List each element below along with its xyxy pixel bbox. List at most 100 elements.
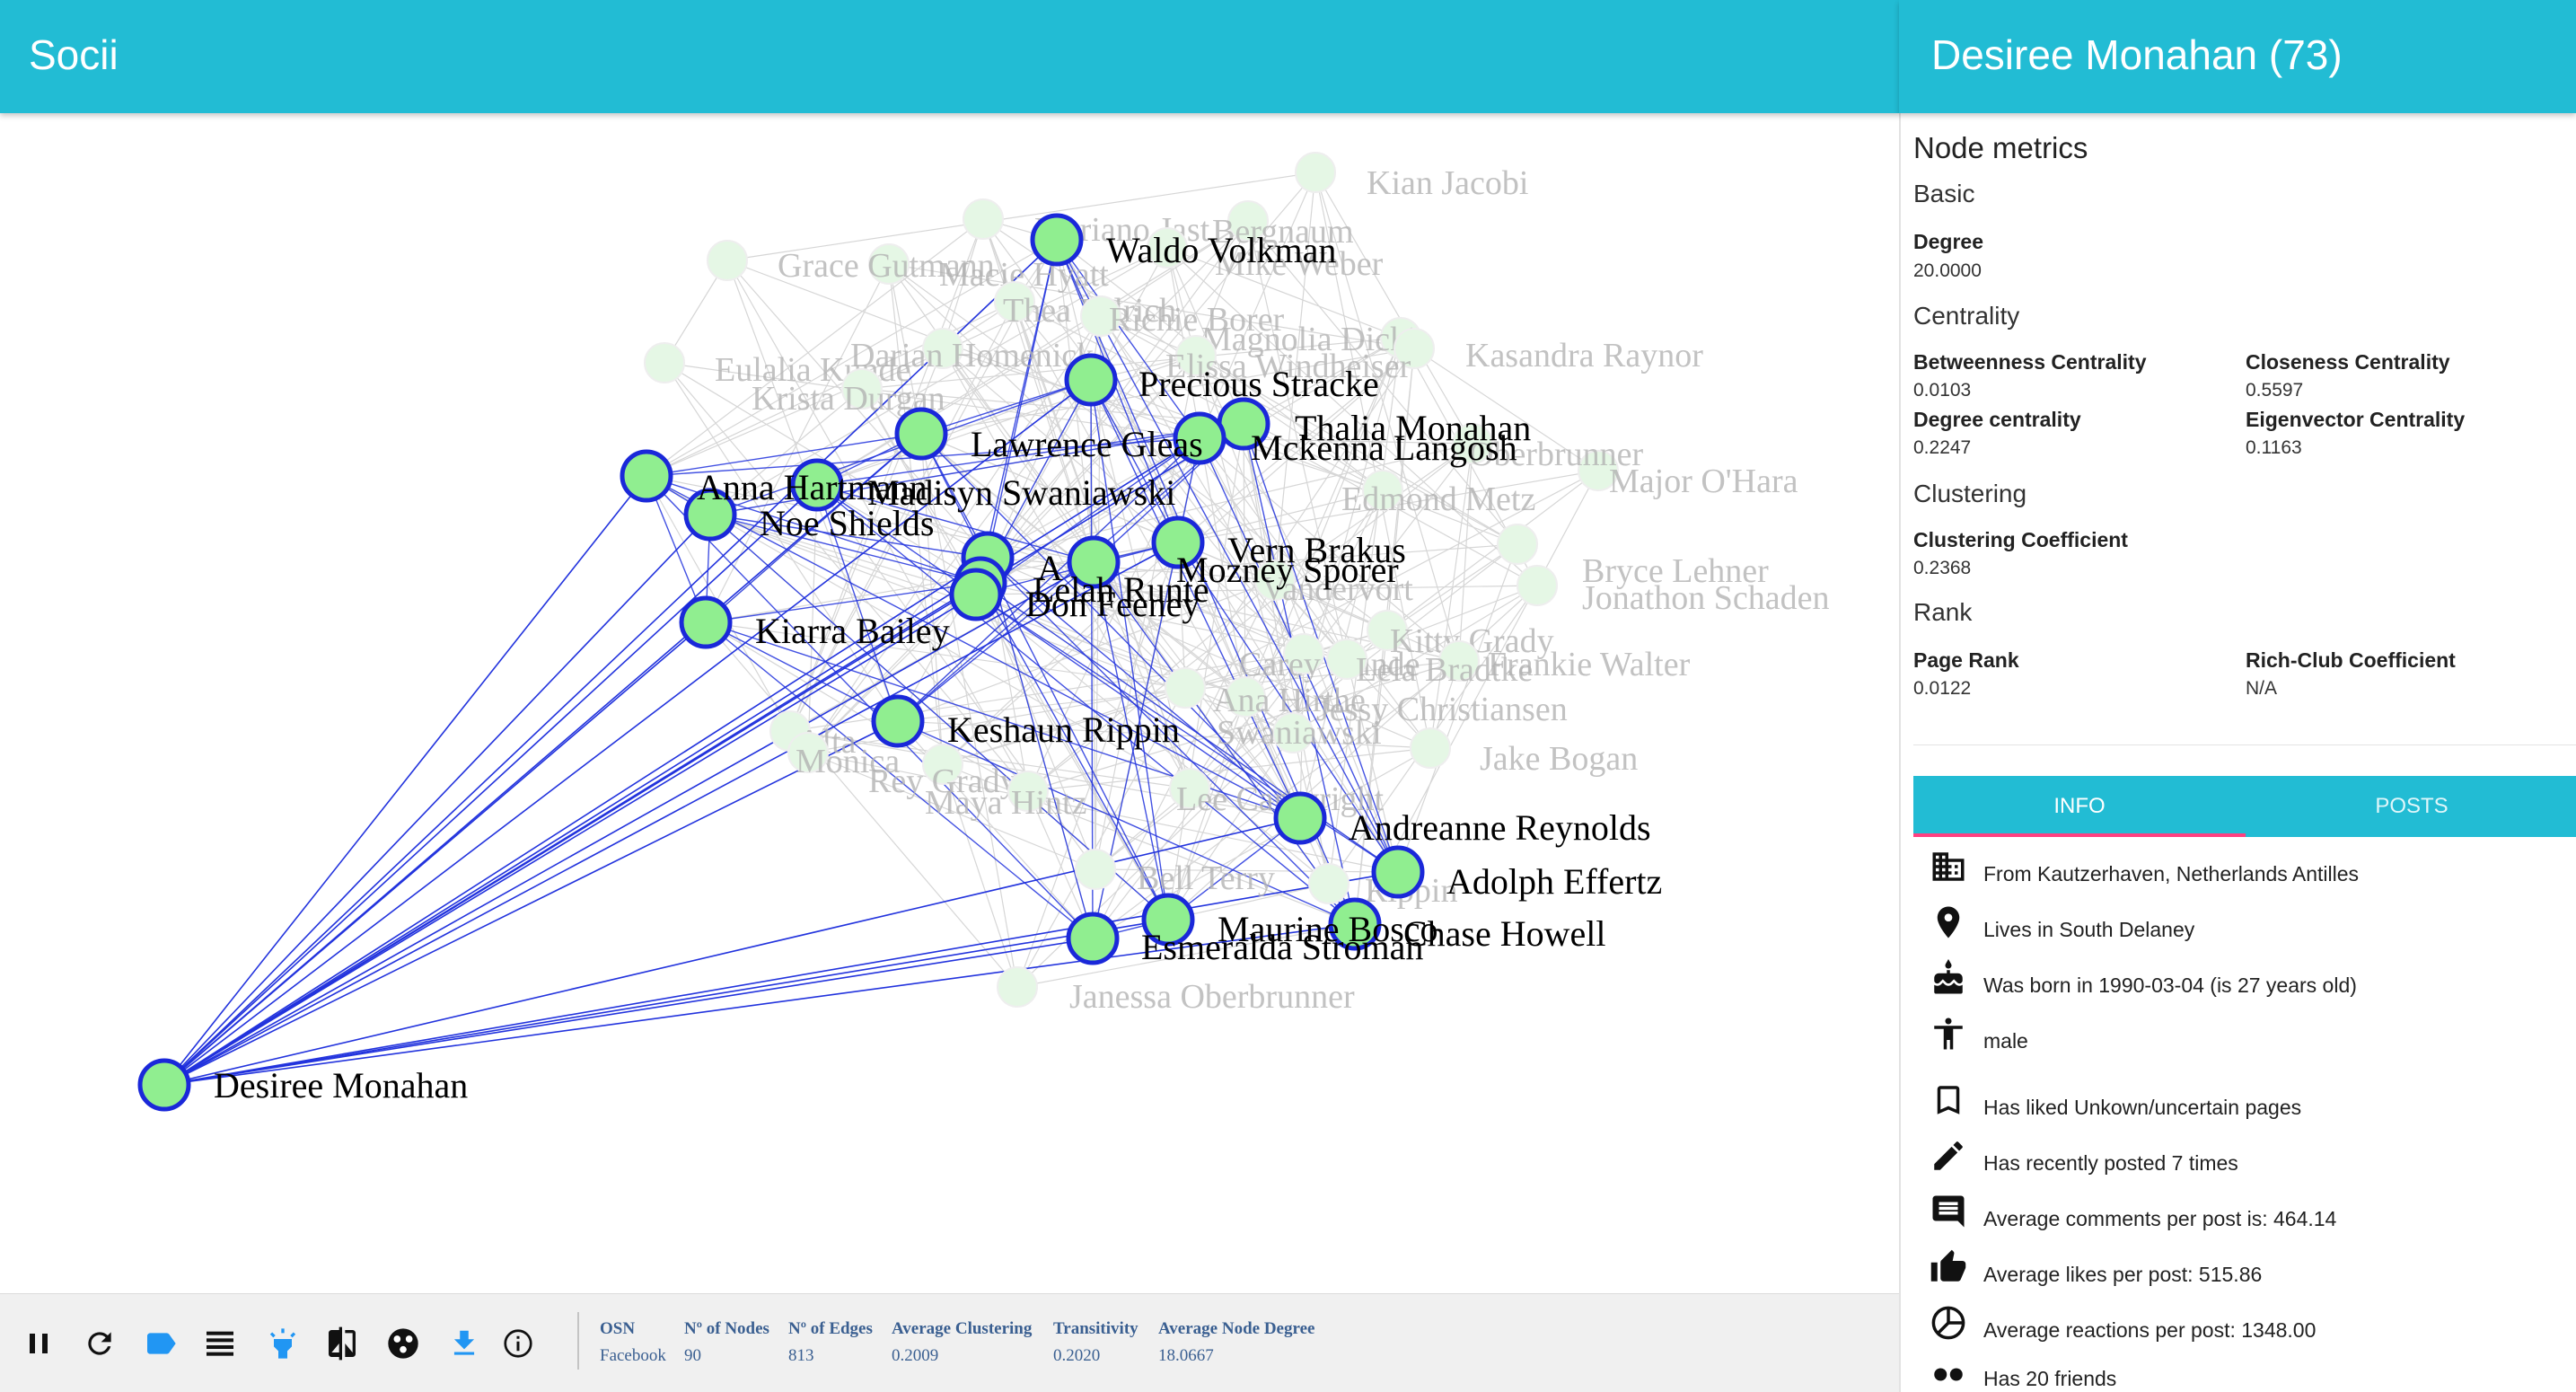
faded-node-mike-weber[interactable] — [1147, 227, 1188, 269]
faded-node-bryce-lehner[interactable] — [1497, 524, 1538, 565]
faded-node-label: Bergnaum — [1212, 213, 1354, 251]
node-mckenna-langosh[interactable] — [1173, 411, 1226, 465]
list-button[interactable] — [196, 1319, 244, 1368]
faded-node-rey-grady[interactable] — [922, 744, 963, 785]
pause-button[interactable] — [14, 1319, 63, 1368]
background-edge — [1090, 220, 1249, 381]
stat-nodes: Nº of Nodes 90 — [684, 1319, 769, 1365]
node-lawrence-gleas[interactable] — [894, 407, 948, 461]
download-button[interactable] — [440, 1319, 488, 1368]
faded-node-frankie-walter[interactable] — [1438, 640, 1480, 682]
labels-toggle-button[interactable] — [136, 1319, 185, 1368]
node-madisyn-swaniawski[interactable] — [790, 458, 844, 512]
faded-node-vandervort[interactable] — [1254, 559, 1296, 601]
faded-node-carey-kunde[interactable] — [1283, 633, 1324, 674]
neighbor-edge — [987, 557, 1094, 939]
faded-node-label: Darian Homenick — [850, 337, 1094, 374]
faded-node-janessa-oberbrunner[interactable] — [997, 966, 1038, 1008]
faded-node-kian-jacobi[interactable] — [1295, 152, 1336, 193]
node-adolph-effertz[interactable] — [1371, 845, 1425, 899]
node-kiarra-bailey[interactable] — [679, 595, 733, 649]
app-bar: Socii — [0, 0, 1899, 113]
faded-node-monica[interactable] — [787, 732, 829, 773]
faded-node-eulalia-kunde[interactable] — [644, 342, 685, 383]
faded-node-bergnaum[interactable] — [1227, 200, 1269, 242]
background-edge — [942, 348, 1191, 789]
faded-node-rippin[interactable] — [1308, 863, 1350, 904]
faded-node-ana-hirthe[interactable] — [1165, 667, 1206, 709]
faded-node-richie-borer[interactable] — [1080, 295, 1121, 337]
tab-posts[interactable]: POSTS — [2375, 794, 2449, 818]
background-edge — [1429, 443, 1473, 749]
faded-node-thea-ullrich[interactable] — [994, 281, 1035, 322]
background-edge — [1095, 868, 1399, 873]
faded-node-kitty-grady[interactable] — [1367, 610, 1408, 651]
eigenvector-value: 0.1163 — [2246, 437, 2302, 458]
faded-node-jessy-christiansen[interactable] — [1225, 676, 1266, 718]
highlight-button[interactable] — [259, 1319, 307, 1368]
degree-value: 20.0000 — [1913, 260, 1982, 281]
info-row-posts: Has recently posted 7 times — [1913, 1137, 2576, 1187]
closeness-label: Closeness Centrality — [2246, 350, 2450, 374]
node-maurine-bosco[interactable] — [1141, 893, 1195, 947]
faded-node-swaniawski[interactable] — [1272, 712, 1314, 753]
node-label-maurine-bosco: Maurine Bosco — [1218, 909, 1438, 949]
selected-edge — [163, 923, 1356, 1086]
faded-node-maya-hintz[interactable] — [1007, 771, 1049, 812]
background-edge — [975, 337, 1402, 595]
background-edge — [920, 348, 1415, 435]
node-don-feeney[interactable] — [949, 568, 1003, 621]
faded-node-lee-cartwright[interactable] — [1169, 768, 1210, 809]
neighbor-edge — [709, 514, 981, 584]
faded-node-darian-homenick[interactable] — [922, 328, 963, 369]
node-precious-stracke[interactable] — [1064, 353, 1118, 407]
tab-info[interactable]: INFO — [2053, 794, 2106, 818]
node-andreanne-reynolds[interactable] — [1273, 791, 1327, 845]
compare-button[interactable] — [318, 1319, 366, 1368]
background-edge — [1397, 543, 1518, 873]
selected-node[interactable] — [137, 1058, 191, 1112]
faded-node-elissa-windheiser[interactable] — [1175, 335, 1217, 376]
clustering-coef-value: 0.2368 — [1913, 558, 1972, 578]
graph-canvas[interactable]: Kian Jacobi Mariano Jast Bergnaum Mike Webe… — [0, 113, 1899, 1293]
background-edge — [1167, 883, 1330, 921]
faded-node-edmond-metz[interactable] — [1362, 470, 1403, 511]
faded-node-mariano-jast[interactable] — [963, 198, 1004, 240]
faded-node-lela-bradtke[interactable] — [1326, 639, 1367, 680]
node-vern-brakus[interactable] — [1151, 515, 1205, 569]
info-button[interactable] — [494, 1319, 542, 1368]
node-label-waldo-volkman: Waldo Volkman — [1106, 230, 1336, 270]
background-edge — [1166, 247, 1294, 734]
faded-node-kasandra-raynor[interactable] — [1394, 328, 1435, 369]
community-button[interactable] — [379, 1319, 427, 1368]
faded-node-label: Elissa Windheiser — [1165, 348, 1411, 385]
faded-node-krista-durgan[interactable] — [841, 368, 883, 410]
faded-node-major-o-hara[interactable] — [1578, 450, 1619, 491]
background-edge — [897, 579, 1276, 722]
faded-node-bell-terry[interactable] — [1075, 849, 1116, 890]
degree-label: Degree — [1913, 230, 1983, 253]
community-icon — [388, 1328, 418, 1359]
node-lelah-runte[interactable] — [1067, 535, 1121, 589]
node-anna-hartmann[interactable] — [620, 449, 673, 503]
node-label-a: A — [1037, 548, 1063, 588]
info-row-likes: Average likes per post: 515.86 — [1913, 1248, 2576, 1299]
faded-node-jonathon-schaden[interactable] — [1517, 565, 1558, 606]
refresh-button[interactable] — [75, 1319, 124, 1368]
node-esmeralda-stroman[interactable] — [1066, 912, 1120, 965]
node-waldo-volkman[interactable] — [1030, 213, 1084, 267]
node-keshaun-rippin[interactable] — [871, 694, 925, 748]
background-edge — [942, 218, 984, 349]
faded-node-grace-gutmann[interactable] — [707, 240, 748, 281]
background-edge — [1177, 542, 1356, 925]
node-noe-shields[interactable] — [683, 488, 737, 542]
faded-node-macie-hyatt[interactable] — [868, 243, 910, 285]
background-edge — [1346, 658, 1399, 873]
node-chase-howell[interactable] — [1328, 897, 1382, 951]
eigenvector-label: Eigenvector Centrality — [2246, 408, 2466, 431]
background-edge — [646, 239, 1058, 477]
faded-node-oberbrunner[interactable] — [1452, 423, 1493, 464]
faded-node-jake-bogan[interactable] — [1410, 727, 1451, 769]
